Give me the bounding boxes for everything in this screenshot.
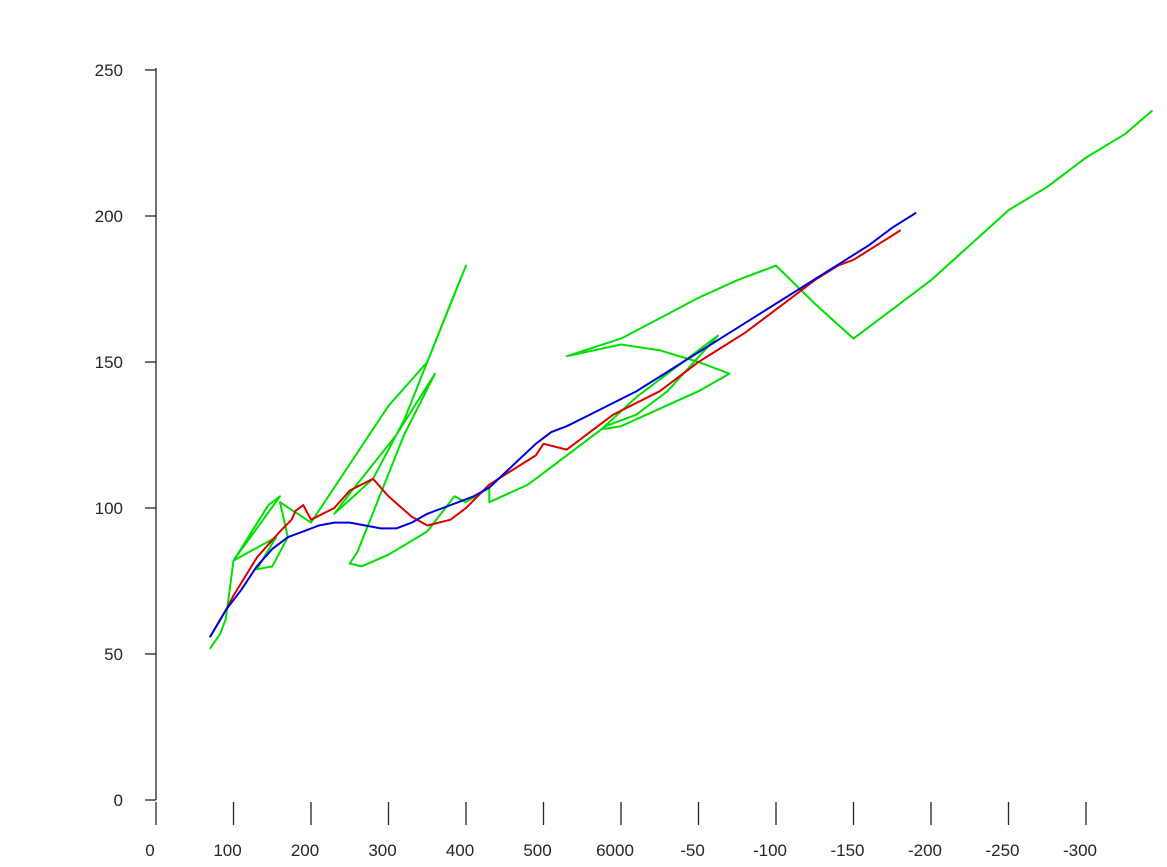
x-tick-label: 400 [446,841,474,860]
series-line-2 [209,229,901,638]
x-tick-label: -150 [830,841,864,860]
y-tick-label: 0 [114,791,123,810]
x-tick-label: -200 [908,841,942,860]
x-tick-label: -50 [680,841,705,860]
x-tick-label: -300 [1063,841,1097,860]
y-tick-label: 200 [95,207,123,226]
x-axis-ticks: 0 100 200 300 400 500 6000 -50 -100 -150 -200 -250 -… [145,802,1097,860]
y-axis-ticks: 0 50 100 150 200 250 [95,61,156,810]
x-tick-label: -100 [753,841,787,860]
y-tick-label: 50 [104,645,123,664]
x-tick-label: 0 [145,841,154,860]
x-tick-label: 200 [291,841,319,860]
y-tick-label: 150 [95,353,123,372]
series-line-3 [209,212,917,638]
series-layer [209,109,1153,650]
x-tick-label: 300 [368,841,396,860]
y-tick-label: 100 [95,499,123,518]
x-tick-label: -250 [985,841,1019,860]
x-tick-label: 100 [213,841,241,860]
y-tick-label: 250 [95,61,123,80]
x-tick-label: 6000 [596,841,634,860]
series-line-1 [209,109,1153,650]
x-tick-label: 500 [523,841,551,860]
